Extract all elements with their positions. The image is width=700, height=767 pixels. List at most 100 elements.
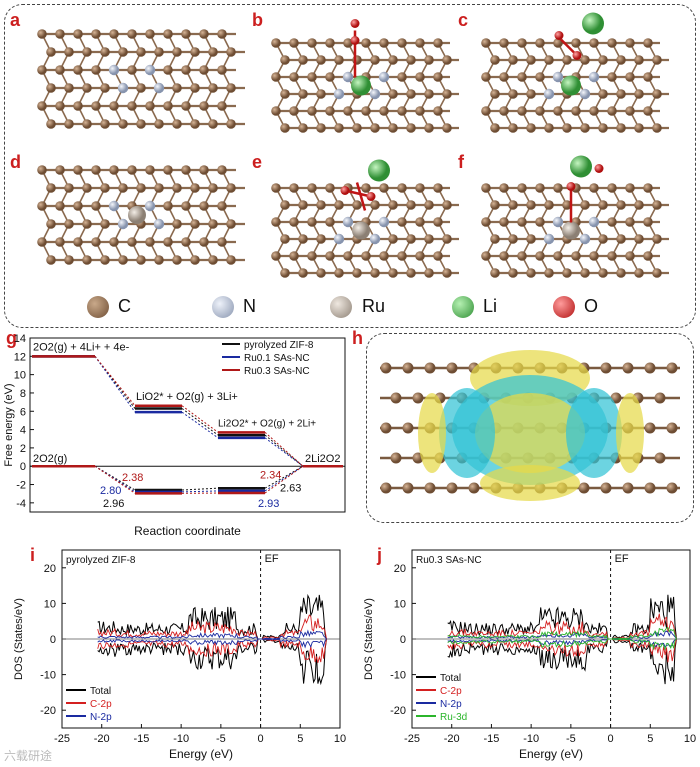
carbon-atom (634, 234, 644, 244)
legend-label-o: O (584, 296, 599, 316)
carbon-atom (163, 101, 173, 111)
carbon-atom (535, 251, 545, 261)
carbon-atom (442, 55, 452, 65)
oxygen-atom (340, 186, 350, 195)
energy-connector (181, 408, 219, 436)
carbon-atom (208, 47, 218, 57)
carbon-atom (181, 101, 191, 111)
carbon-atom (490, 234, 500, 244)
carbon-atom (73, 165, 83, 175)
dos-curve (447, 594, 677, 640)
level-label: 2O2(g) (33, 453, 67, 465)
nitrogen-atom (144, 64, 156, 76)
carbon-atom (578, 482, 590, 494)
legend-label: C-2p (440, 686, 462, 697)
carbon-atom (316, 200, 326, 210)
legend-label: Total (90, 686, 111, 697)
carbon-atom (580, 200, 590, 210)
carbon-atom (526, 123, 536, 133)
y-axis-label: DOS (States/eV) (13, 598, 25, 680)
x-tick-label: -15 (133, 733, 149, 745)
carbon-atom (280, 200, 290, 210)
carbon-atom (352, 55, 362, 65)
y-tick-label: 14 (14, 333, 26, 345)
plot-frame (29, 337, 346, 513)
legend-label: Ru-3d (440, 712, 467, 723)
y-tick-label: 0 (50, 634, 56, 646)
legend-label: N-2p (440, 699, 462, 710)
carbon-atom (490, 200, 500, 210)
carbon-atom (508, 268, 518, 278)
carbon-atom (307, 72, 317, 82)
carbon-atom (499, 106, 509, 116)
carbon-atom (535, 183, 545, 193)
carbon-atom (298, 123, 308, 133)
carbon-atom (388, 234, 398, 244)
carbon-atom (91, 29, 101, 39)
carbon-atom (666, 362, 678, 374)
carbon-atom (415, 106, 425, 116)
carbon-atom (544, 268, 554, 278)
carbon-atom (163, 29, 173, 39)
carbon-atom (544, 55, 554, 65)
value-label: 2.34 (260, 469, 281, 481)
carbon-atom (424, 123, 434, 133)
carbon-atom (64, 183, 74, 193)
y-tick-label: 20 (44, 563, 56, 575)
carbon-atom (424, 268, 434, 278)
carbon-atom (402, 482, 414, 494)
carbon-atom (589, 183, 599, 193)
legend-label-ru: Ru (362, 296, 386, 316)
x-tick-label: -5 (216, 733, 226, 745)
carbon-atom (325, 106, 335, 116)
carbon-atom (181, 65, 191, 75)
nitrogen-atom (378, 71, 390, 83)
carbon-atom (172, 83, 182, 93)
carbon-atom (397, 251, 407, 261)
carbon-atom (325, 72, 335, 82)
carbon-atom (199, 29, 209, 39)
carbon-atom (370, 55, 380, 65)
x-tick-label: -20 (444, 733, 460, 745)
carbon-atom (343, 38, 353, 48)
y-tick-label: 0 (400, 634, 406, 646)
carbon-atom (526, 234, 536, 244)
carbon-atom (379, 251, 389, 261)
x-tick-label: 5 (297, 733, 303, 745)
carbon-atom (571, 38, 581, 48)
carbon-atom (616, 89, 626, 99)
carbon-atom (352, 200, 362, 210)
panel-label-c: c (458, 10, 469, 30)
carbon-atom (199, 165, 209, 175)
x-tick-label: -10 (523, 733, 539, 745)
carbon-atom (64, 219, 74, 229)
carbon-atom (280, 89, 290, 99)
carbon-atom (625, 217, 635, 227)
carbon-atom (442, 200, 452, 210)
nitrogen-atom (153, 218, 165, 230)
watermark-text: 六载研途 (4, 749, 53, 763)
carbon-atom (616, 234, 626, 244)
carbon-atom (644, 362, 656, 374)
carbon-atom (600, 482, 612, 494)
dos-curve (97, 614, 327, 640)
structures-frame (4, 4, 696, 328)
o-bond (355, 182, 367, 211)
carbon-atom (334, 268, 344, 278)
carbon-atom (433, 251, 443, 261)
carbon-atom (208, 183, 218, 193)
carbon-atom (380, 422, 392, 434)
carbon-atom (535, 38, 545, 48)
nitrogen-atom (552, 216, 564, 228)
carbon-atom (154, 255, 164, 265)
x-tick-label: -25 (54, 733, 70, 745)
y-tick-label: -10 (40, 670, 56, 682)
lithium-atom (368, 159, 390, 182)
dos-chart-pyrolyzed: -25 -20 -15 -10 -5 0 5 10 -20 -10 0 10 20 Energy (eV)… (13, 549, 346, 761)
y-axis-label: Free energy (eV) (3, 383, 15, 466)
carbon-atom (325, 251, 335, 261)
y-tick-label: -2 (16, 480, 26, 492)
carbon-atom (352, 123, 362, 133)
carbon-atom (380, 362, 392, 374)
carbon-atom (490, 55, 500, 65)
